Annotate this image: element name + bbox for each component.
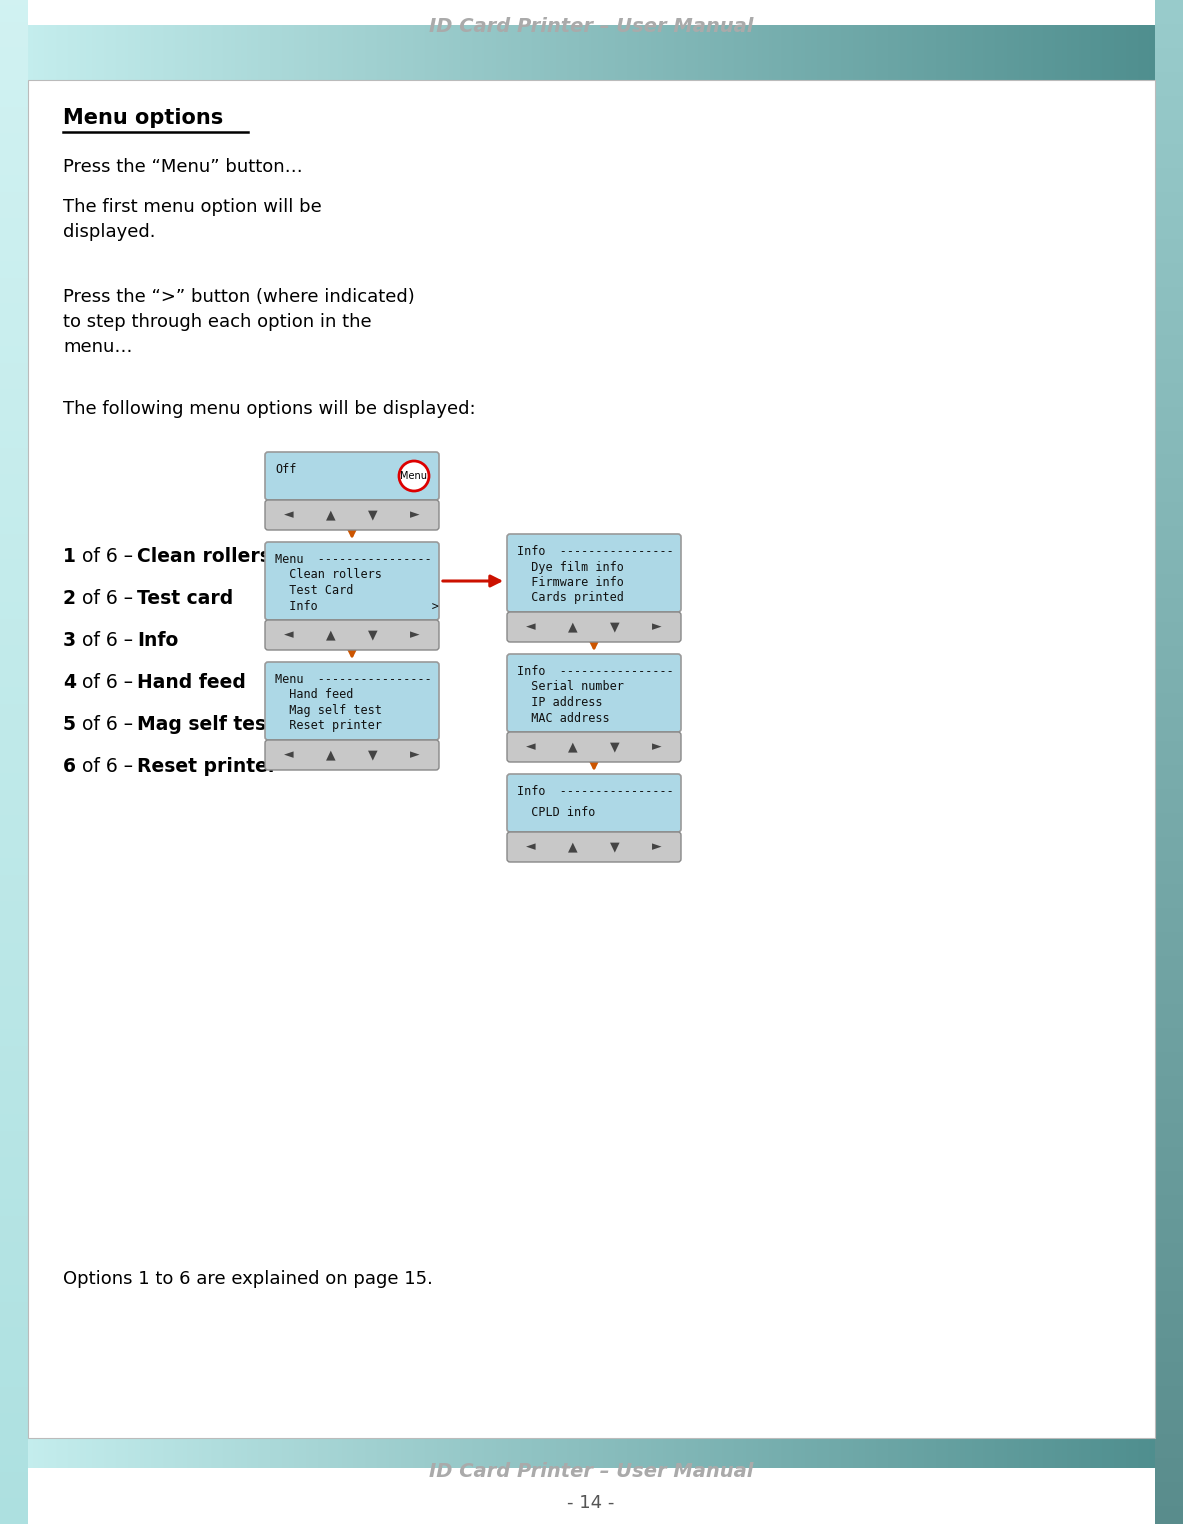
Text: Press the “>” button (where indicated)
to step through each option in the
menu…: Press the “>” button (where indicated) t… [63, 288, 415, 357]
Text: ►: ► [652, 620, 661, 634]
Text: Clean rollers: Clean rollers [274, 568, 382, 582]
Circle shape [399, 460, 429, 491]
Text: Press the “Menu” button…: Press the “Menu” button… [63, 158, 303, 175]
Text: of 6 –: of 6 – [76, 757, 138, 776]
Text: Mag self test: Mag self test [137, 715, 274, 735]
Text: Cards printed: Cards printed [517, 591, 623, 605]
Text: Info  ----------------: Info ---------------- [517, 546, 674, 558]
FancyBboxPatch shape [265, 620, 439, 651]
FancyBboxPatch shape [265, 741, 439, 770]
Text: Info  ----------------: Info ---------------- [517, 785, 674, 799]
Text: ▲: ▲ [568, 620, 577, 634]
Text: ►: ► [652, 741, 661, 753]
Text: Menu  ----------------: Menu ---------------- [274, 674, 432, 686]
Text: Menu: Menu [401, 471, 427, 482]
Text: ▲: ▲ [327, 509, 336, 521]
Text: ▼: ▼ [368, 509, 377, 521]
FancyBboxPatch shape [265, 661, 439, 741]
Text: 4: 4 [63, 674, 76, 692]
Text: ID Card Printer – User Manual: ID Card Printer – User Manual [428, 17, 754, 37]
Text: Hand feed: Hand feed [137, 674, 246, 692]
Text: Firmware info: Firmware info [517, 576, 623, 588]
FancyBboxPatch shape [508, 732, 681, 762]
Text: of 6 –: of 6 – [76, 588, 138, 608]
Text: Options 1 to 6 are explained on page 15.: Options 1 to 6 are explained on page 15. [63, 1269, 433, 1288]
Text: Clean rollers: Clean rollers [137, 547, 271, 565]
FancyBboxPatch shape [508, 613, 681, 642]
Text: IP address: IP address [517, 696, 602, 709]
Text: Test card: Test card [137, 588, 233, 608]
Text: ◄: ◄ [284, 628, 293, 642]
Text: of 6 –: of 6 – [76, 715, 138, 735]
Text: 5: 5 [63, 715, 76, 735]
Text: ◄: ◄ [284, 748, 293, 762]
Text: Serial number: Serial number [517, 681, 623, 693]
Text: 3: 3 [63, 631, 76, 651]
Text: The following menu options will be displayed:: The following menu options will be displ… [63, 399, 476, 418]
Text: Off: Off [274, 463, 297, 475]
FancyBboxPatch shape [508, 654, 681, 732]
Text: ▲: ▲ [568, 841, 577, 853]
Text: ▲: ▲ [327, 628, 336, 642]
Text: Info: Info [137, 631, 179, 651]
Text: Info                >: Info > [274, 599, 439, 613]
Text: ►: ► [652, 841, 661, 853]
Text: CPLD info: CPLD info [517, 806, 595, 818]
Text: 1: 1 [63, 547, 76, 565]
Text: Menu options: Menu options [63, 108, 224, 128]
FancyBboxPatch shape [265, 500, 439, 530]
Text: ◄: ◄ [526, 841, 536, 853]
Text: - 14 -: - 14 - [568, 1494, 615, 1512]
Text: ▼: ▼ [610, 841, 620, 853]
FancyBboxPatch shape [265, 543, 439, 620]
Text: ►: ► [411, 628, 420, 642]
FancyBboxPatch shape [28, 79, 1155, 1439]
Text: Test Card: Test Card [274, 584, 354, 597]
Text: ▼: ▼ [368, 628, 377, 642]
Text: Mag self test: Mag self test [274, 704, 382, 716]
Text: Hand feed: Hand feed [274, 689, 354, 701]
Text: ►: ► [411, 748, 420, 762]
Text: Dye film info: Dye film info [517, 561, 623, 573]
Text: of 6 –: of 6 – [76, 547, 138, 565]
Text: The first menu option will be
displayed.: The first menu option will be displayed. [63, 198, 322, 241]
FancyBboxPatch shape [508, 774, 681, 832]
Text: Info  ----------------: Info ---------------- [517, 664, 674, 678]
FancyBboxPatch shape [508, 832, 681, 863]
Text: Reset printer: Reset printer [274, 719, 382, 733]
Text: ◄: ◄ [526, 620, 536, 634]
Text: Menu  ----------------: Menu ---------------- [274, 553, 432, 565]
Text: ◄: ◄ [526, 741, 536, 753]
Text: ▼: ▼ [610, 620, 620, 634]
Text: ◄: ◄ [284, 509, 293, 521]
Text: Reset printer: Reset printer [137, 757, 277, 776]
Text: MAC address: MAC address [517, 712, 609, 724]
FancyBboxPatch shape [265, 453, 439, 500]
FancyBboxPatch shape [508, 533, 681, 613]
Text: ▲: ▲ [327, 748, 336, 762]
Text: of 6 –: of 6 – [76, 631, 138, 651]
Text: of 6 –: of 6 – [76, 674, 138, 692]
Text: ▼: ▼ [368, 748, 377, 762]
Text: 6: 6 [63, 757, 76, 776]
Text: ►: ► [411, 509, 420, 521]
Text: ▼: ▼ [610, 741, 620, 753]
Text: ID Card Printer – User Manual: ID Card Printer – User Manual [428, 1462, 754, 1481]
Text: ▲: ▲ [568, 741, 577, 753]
Text: 2: 2 [63, 588, 76, 608]
